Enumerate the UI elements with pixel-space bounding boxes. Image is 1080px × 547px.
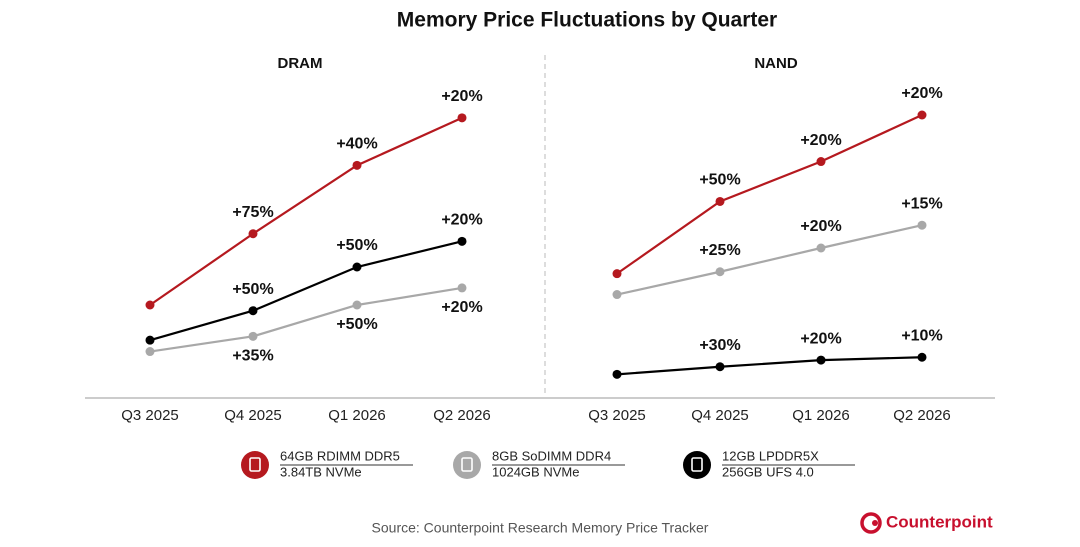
series-line (616, 114, 923, 275)
point (816, 157, 826, 167)
data-label: +40% (336, 136, 377, 153)
point (715, 267, 725, 277)
logo-dot (872, 520, 878, 526)
point (352, 300, 362, 310)
legend-icon (453, 451, 481, 479)
point (145, 300, 155, 310)
series-line (616, 224, 923, 296)
series-line (149, 240, 463, 342)
legend-glyph (461, 457, 473, 472)
data-label: +35% (232, 348, 273, 365)
source: Source: Counterpoint Research Memory Pri… (372, 520, 709, 536)
point (715, 196, 725, 206)
point (352, 160, 362, 170)
point (715, 362, 725, 372)
legend-icon (241, 451, 269, 479)
x-tick-label: Q3 2025 (121, 407, 179, 424)
data-label: +20% (901, 85, 942, 102)
point (145, 335, 155, 345)
point (917, 220, 927, 230)
point (248, 331, 258, 341)
data-label: +20% (441, 212, 482, 229)
legend-label: 12GB LPDDR5X (722, 448, 819, 463)
data-label: +20% (800, 132, 841, 149)
point (612, 269, 622, 279)
legend-label: 64GB RDIMM DDR5 (280, 448, 400, 463)
series-line (616, 356, 923, 376)
data-label: +20% (800, 218, 841, 235)
data-label: +50% (232, 281, 273, 298)
point (917, 352, 927, 362)
logo-icon (860, 512, 882, 534)
point (457, 236, 467, 246)
data-label: +25% (699, 242, 740, 259)
data-label: +50% (336, 316, 377, 333)
x-tick-label: Q3 2025 (588, 407, 646, 424)
panel-title: NAND (754, 55, 797, 72)
data-label: +20% (441, 299, 482, 316)
data-label: +75% (232, 204, 273, 221)
legend-label: 256GB UFS 4.0 (722, 464, 814, 479)
point (457, 283, 467, 293)
data-label: +30% (699, 337, 740, 354)
x-tick-label: Q2 2026 (433, 407, 491, 424)
point (457, 113, 467, 123)
point (612, 369, 622, 379)
data-label: +50% (336, 237, 377, 254)
point (816, 355, 826, 365)
point (917, 110, 927, 120)
point (248, 306, 258, 316)
legend-label: 3.84TB NVMe (280, 464, 362, 479)
x-tick-label: Q4 2025 (691, 407, 749, 424)
legend-label: 8GB SoDIMM DDR4 (492, 448, 611, 463)
x-tick-label: Q2 2026 (893, 407, 951, 424)
legend-label: 1024GB NVMe (492, 464, 579, 479)
brand-logo: Counterpoint (860, 512, 993, 534)
series-line (149, 286, 463, 353)
point (816, 243, 826, 253)
point (352, 262, 362, 272)
panel-title: DRAM (278, 55, 323, 72)
point (145, 347, 155, 357)
data-label: +15% (901, 195, 942, 212)
legend-glyph (249, 457, 261, 472)
data-label: +20% (800, 330, 841, 347)
series-line (149, 116, 463, 306)
data-label: +10% (901, 327, 942, 344)
data-label: +20% (441, 88, 482, 105)
x-tick-label: Q4 2025 (224, 407, 282, 424)
point (248, 229, 258, 239)
legend-icon (683, 451, 711, 479)
chart-title: Memory Price Fluctuations by Quarter (397, 9, 777, 32)
legend-glyph (691, 457, 703, 472)
data-label: +50% (699, 172, 740, 189)
brand: Counterpoint (886, 512, 993, 531)
x-tick-label: Q1 2026 (792, 407, 850, 424)
point (612, 290, 622, 300)
x-tick-label: Q1 2026 (328, 407, 386, 424)
